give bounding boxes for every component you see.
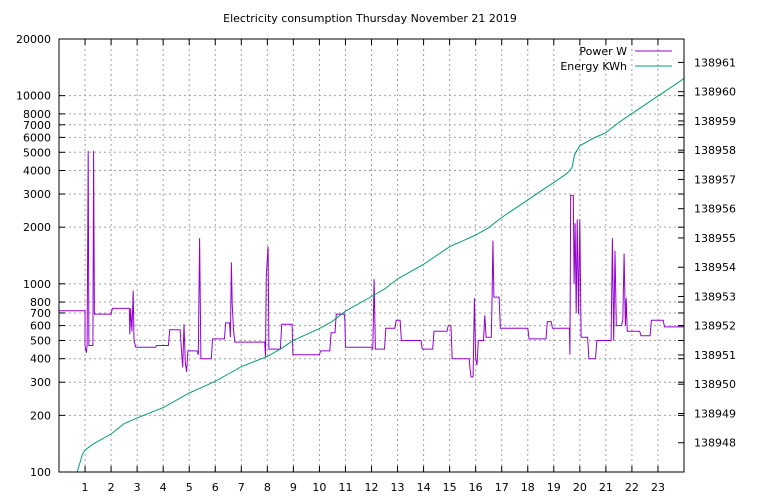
chart-title: Electricity consumption Thursday Novembe… [223, 12, 517, 25]
y-left-tick-label: 700 [30, 307, 51, 320]
x-tick-label: 23 [651, 481, 665, 494]
legend-label: Energy KWh [560, 60, 627, 73]
y-right-tick-label: 138948 [694, 437, 736, 450]
x-tick-label: 18 [521, 481, 535, 494]
x-tick-label: 4 [160, 481, 167, 494]
x-ticks: 1 2 3 4 5 6 7 8 9 10 11 12 13 14 15 16 17 18 19 20 21 22 23 [82, 39, 665, 494]
y-left-tick-label: 500 [30, 334, 51, 347]
y-right-tick-label: 138954 [694, 261, 736, 274]
y-left-tick-label: 4000 [23, 165, 51, 178]
y-left-tick-label: 5000 [23, 146, 51, 159]
x-tick-label: 9 [290, 481, 297, 494]
y-left-tick-label: 8000 [23, 108, 51, 121]
x-tick-label: 21 [599, 481, 613, 494]
series-layer [59, 78, 685, 473]
x-tick-label: 3 [134, 481, 141, 494]
x-tick-label: 12 [365, 481, 379, 494]
x-tick-label: 7 [238, 481, 245, 494]
x-tick-label: 1 [82, 481, 89, 494]
y-right-tick-label: 138953 [694, 290, 736, 303]
x-tick-label: 15 [443, 481, 457, 494]
x-tick-label: 16 [469, 481, 483, 494]
y-left-tick-label: 1000 [23, 278, 51, 291]
y-left-tick-label: 3000 [23, 188, 51, 201]
y-right-tick-label: 138950 [694, 378, 736, 391]
x-tick-label: 2 [108, 481, 115, 494]
grid-lines [59, 38, 684, 473]
y-left-tick-label: 7000 [23, 119, 51, 132]
legend: Power W Energy KWh [560, 45, 672, 73]
y-left-tick-label: 2000 [23, 221, 51, 234]
y-left-tick-label: 10000 [16, 90, 51, 103]
y-right-tick-label: 138951 [694, 349, 736, 362]
y-left-tick-label: 6000 [23, 131, 51, 144]
x-tick-label: 20 [573, 481, 587, 494]
y-left-tick-label: 200 [30, 409, 51, 422]
y-right-tick-label: 138955 [694, 232, 736, 245]
y-left-tick-label: 600 [30, 320, 51, 333]
x-tick-label: 19 [547, 481, 561, 494]
x-tick-label: 13 [391, 481, 405, 494]
x-tick-label: 6 [212, 481, 219, 494]
y-right-tick-label: 138956 [694, 203, 736, 216]
x-tick-label: 8 [264, 481, 271, 494]
y-right-tick-label: 138958 [694, 144, 736, 157]
y-left-tick-label: 300 [30, 376, 51, 389]
y-right-tick-label: 138957 [694, 173, 736, 186]
x-tick-label: 22 [625, 481, 639, 494]
y-left-tick-label: 100 [30, 466, 51, 479]
x-tick-label: 17 [495, 481, 509, 494]
legend-label: Power W [579, 45, 627, 58]
x-tick-label: 14 [417, 481, 431, 494]
series-line-1 [59, 150, 684, 378]
y-right-tick-label: 138949 [694, 407, 736, 420]
y-left-tick-label: 800 [30, 296, 51, 309]
y-right-tick-label: 138961 [694, 56, 736, 69]
y-right-tick-label: 138959 [694, 115, 736, 128]
y-left-tick-label: 20000 [16, 33, 51, 46]
y-left-tick-label: 400 [30, 353, 51, 366]
x-tick-label: 5 [186, 481, 193, 494]
y-right-tick-label: 138952 [694, 320, 736, 333]
y-right-ticks: 138948 138949 138950 138951 138952 138953 1389… [678, 56, 736, 450]
x-tick-label: 11 [338, 481, 352, 494]
y-right-tick-label: 138960 [694, 86, 736, 99]
x-tick-label: 10 [312, 481, 326, 494]
series-line-2 [76, 78, 685, 473]
